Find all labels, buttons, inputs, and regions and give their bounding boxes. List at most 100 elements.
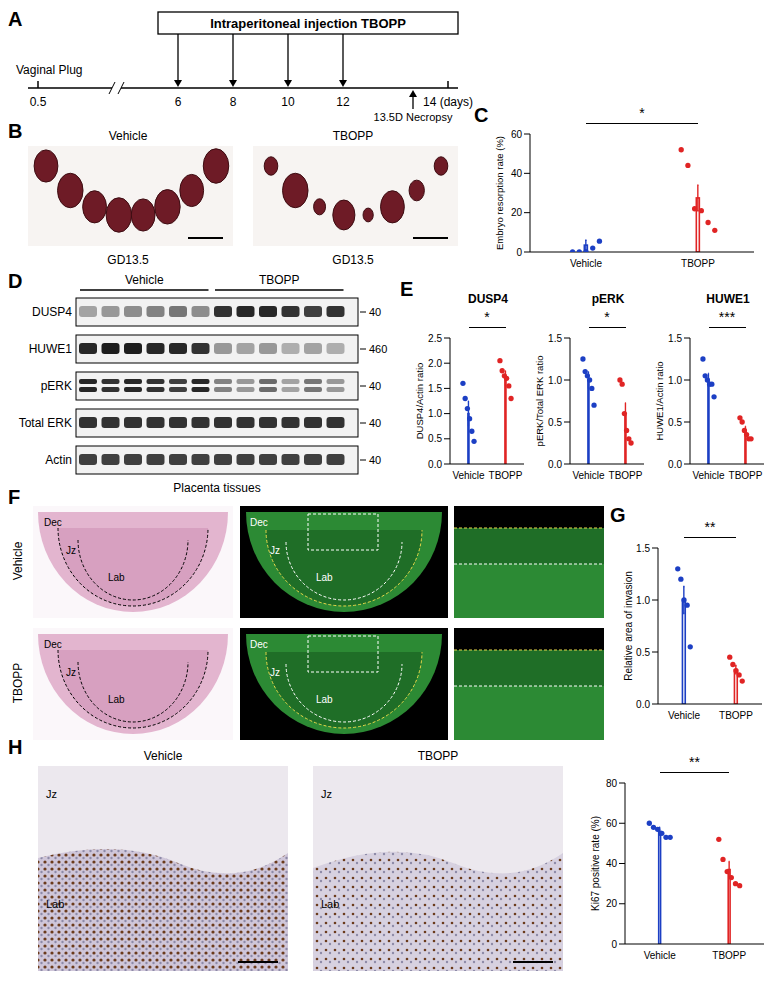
svg-text:HUWE1/Actin ratio: HUWE1/Actin ratio [654,361,665,440]
svg-text:20: 20 [606,898,618,909]
svg-text:40: 40 [606,858,618,869]
svg-text:10: 10 [281,95,295,109]
svg-text:Total ERK: Total ERK [19,416,72,430]
svg-text:12: 12 [336,95,350,109]
svg-text:2.0: 2.0 [428,358,442,369]
html-text:pERK: pERK [591,292,625,306]
svg-text:Dec: Dec [44,517,62,528]
svg-text:Jz: Jz [321,788,332,800]
svg-text:TBOPP: TBOPP [418,749,459,763]
svg-text:Vehicle: Vehicle [452,470,485,481]
svg-text:0.5: 0.5 [636,647,650,658]
svg-text:Relative area of invasion: Relative area of invasion [623,571,634,681]
svg-text:TBOPP: TBOPP [259,273,300,287]
svg-text:Lab: Lab [321,898,339,910]
svg-text:Jz: Jz [66,545,76,556]
svg-text:40: 40 [369,306,381,318]
svg-text:1.0: 1.0 [668,375,682,386]
svg-text:pERK: pERK [41,379,72,393]
svg-text:Dec: Dec [250,517,268,528]
svg-text:TBOPP: TBOPP [489,470,523,481]
svg-text:Vehicle: Vehicle [125,273,164,287]
svg-text:1.0: 1.0 [636,595,650,606]
svg-text:460: 460 [369,343,387,355]
html-text:D: D [8,270,23,292]
svg-text:Embryo resorption rate (%): Embryo resorption rate (%) [494,136,505,250]
svg-text:0.0: 0.0 [636,699,650,710]
svg-text:0.5: 0.5 [30,95,47,109]
html-text:C: C [474,104,489,126]
svg-text:0.5: 0.5 [548,417,562,428]
svg-text:Dec: Dec [250,639,268,650]
svg-text:6: 6 [175,95,182,109]
svg-text:Jz: Jz [46,788,57,800]
svg-text:14 (days): 14 (days) [423,95,473,109]
svg-text:TBOPP: TBOPP [712,950,746,961]
svg-text:80: 80 [606,778,618,789]
svg-text:40: 40 [369,417,381,429]
svg-text:TBOPP: TBOPP [333,129,374,143]
svg-text:Jz: Jz [270,545,280,556]
svg-text:Vaginal Plug: Vaginal Plug [16,63,83,77]
svg-text:8: 8 [230,95,237,109]
svg-text:Lab: Lab [108,572,125,583]
svg-text:GD13.5: GD13.5 [332,253,374,267]
svg-text:Actin: Actin [45,453,72,467]
svg-text:13.5D Necropsy: 13.5D Necropsy [374,111,453,123]
svg-text:Ki67 positive rate (%): Ki67 positive rate (%) [590,816,601,911]
svg-text:GD13.5: GD13.5 [107,253,149,267]
svg-text:Vehicle: Vehicle [572,470,605,481]
svg-text:60: 60 [606,818,618,829]
svg-text:0: 0 [516,247,522,258]
svg-text:0.0: 0.0 [668,459,682,470]
svg-text:pERK/Total ERK ratio: pERK/Total ERK ratio [534,356,545,447]
html-text:B: B [8,120,23,142]
svg-text:1.0: 1.0 [428,408,442,419]
svg-text:0.0: 0.0 [428,459,442,470]
svg-text:40: 40 [369,380,381,392]
svg-text:Vehicle: Vehicle [144,749,183,763]
html-text:H: H [8,736,23,758]
svg-text:Placenta tissues: Placenta tissues [173,481,260,495]
svg-text:60: 60 [511,129,523,140]
svg-text:Lab: Lab [316,694,333,705]
svg-text:40: 40 [511,168,523,179]
svg-text:1.5: 1.5 [636,543,650,554]
svg-text:TBOPP: TBOPP [729,470,763,481]
svg-text:1.5: 1.5 [428,383,442,394]
svg-text:Vehicle: Vehicle [668,710,701,721]
html-text:A: A [8,8,23,30]
svg-text:40: 40 [369,454,381,466]
svg-text:0.0: 0.0 [548,459,562,470]
svg-text:1.5: 1.5 [668,333,682,344]
svg-text:DUSP4: DUSP4 [32,305,72,319]
svg-text:Dec: Dec [44,639,62,650]
svg-text:0.5: 0.5 [668,417,682,428]
svg-text:DUSP4/Actin ratio: DUSP4/Actin ratio [414,363,425,440]
svg-text:TBOPP: TBOPP [609,470,643,481]
svg-text:1.0: 1.0 [548,375,562,386]
svg-text:Jz: Jz [66,667,76,678]
svg-text:1.5: 1.5 [548,333,562,344]
svg-text:Intraperitoneal injection TBOP: Intraperitoneal injection TBOPP [210,16,406,31]
svg-text:Vehicle: Vehicle [11,541,25,580]
svg-text:0.5: 0.5 [428,433,442,444]
html-text:DUSP4: DUSP4 [468,292,508,306]
svg-text:TBOPP: TBOPP [719,710,753,721]
svg-text:TBOPP: TBOPP [11,663,25,704]
svg-text:Jz: Jz [270,667,280,678]
svg-text:Lab: Lab [46,898,64,910]
svg-text:Lab: Lab [108,694,125,705]
svg-text:Vehicle: Vehicle [692,470,725,481]
svg-text:0: 0 [611,939,617,950]
svg-text:20: 20 [511,207,523,218]
svg-text:HUWE1: HUWE1 [29,342,73,356]
svg-text:Vehicle: Vehicle [109,129,148,143]
svg-text:TBOPP: TBOPP [681,258,715,269]
html-text:G: G [610,504,626,526]
svg-text:Vehicle: Vehicle [570,258,603,269]
svg-text:Lab: Lab [316,572,333,583]
svg-text:Vehicle: Vehicle [644,950,677,961]
svg-text:2.5: 2.5 [428,333,442,344]
html-text:E: E [400,278,414,300]
